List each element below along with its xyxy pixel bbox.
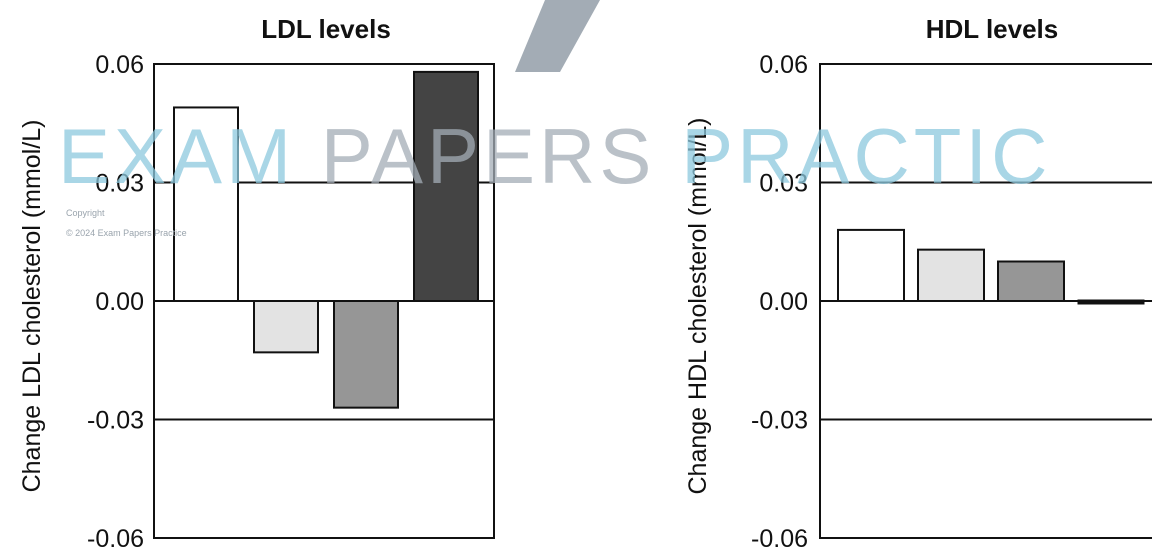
hdl-chart: HDL levels Change HDL cholesterol (mmol/… (684, 14, 1152, 553)
hdl-bar-1 (837, 228, 905, 302)
ldl-y-tick-label: 0.00 (95, 288, 144, 316)
watermark-text: EXAM PAPERS PRACTIC (58, 112, 1051, 200)
ldl-y-tick-label: 0.06 (95, 51, 144, 79)
watermark-copyright-1: Copyright (66, 208, 105, 218)
hdl-y-tick-label: 0.00 (759, 288, 808, 316)
hdl-bar-2 (917, 248, 985, 302)
watermark-copyright-2: © 2024 Exam Papers Practice (66, 228, 187, 238)
hdl-y-axis-label: Change HDL cholesterol (mmol/L) (684, 117, 712, 494)
hdl-y-tick-label: -0.06 (751, 525, 808, 553)
ldl-y-tick-label: 0.03 (95, 170, 144, 198)
ldl-bar-2 (253, 300, 319, 354)
ldl-y-tick-label: -0.06 (87, 525, 144, 553)
ldl-bar-1 (173, 106, 239, 302)
hdl-bar-4 (1077, 299, 1145, 305)
watermark-papers: PAPERS (321, 112, 681, 200)
hdl-bar-3 (997, 260, 1065, 302)
watermark-slash (515, 0, 600, 72)
watermark-exam: EXAM (58, 112, 321, 200)
hdl-y-tick-label: 0.06 (759, 51, 808, 79)
ldl-y-axis-label: Change LDL cholesterol (mmol/L) (18, 120, 46, 493)
hdl-chart-title: HDL levels (926, 14, 1058, 44)
watermark-practice: PRACTIC (681, 112, 1051, 200)
ldl-bar-3 (333, 300, 399, 409)
hdl-plot-frame (819, 63, 1152, 539)
ldl-y-tick-label: -0.03 (87, 407, 144, 435)
hdl-y-tick-label: 0.03 (759, 170, 808, 198)
ldl-plot-frame (153, 63, 495, 539)
ldl-chart-title: LDL levels (261, 14, 391, 44)
ldl-bar-4 (413, 70, 479, 303)
hdl-y-tick-label: -0.03 (751, 407, 808, 435)
ldl-chart: LDL levels Change LDL cholesterol (mmol/… (18, 14, 495, 553)
